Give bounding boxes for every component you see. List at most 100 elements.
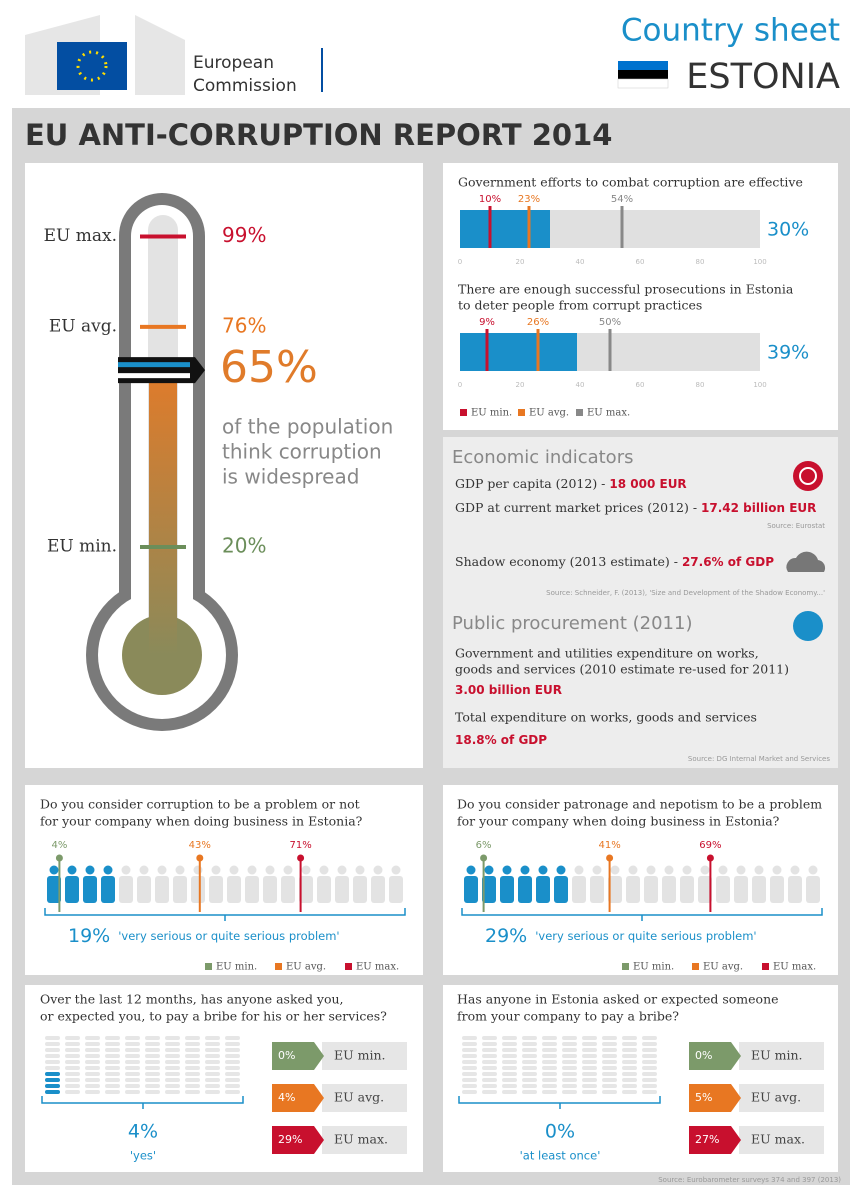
coin [542,1072,557,1076]
tick-label: 100 [753,258,766,266]
coin [622,1078,637,1082]
marker-name: EU avg. [49,316,117,336]
coin [125,1066,140,1070]
person-head [67,865,77,875]
coin [642,1042,657,1046]
people-marker-dot [297,854,305,862]
bracket [461,908,823,921]
coin [622,1060,637,1064]
coin [65,1090,80,1094]
legend-swatch [762,963,769,970]
legend-swatch [275,963,282,970]
question: Do you consider patronage and nepotism t… [457,797,822,812]
coin [185,1072,200,1076]
coin [165,1084,180,1088]
coin [145,1042,160,1046]
coin [105,1036,120,1040]
person-body [716,876,730,903]
coin [85,1084,100,1088]
person-head [628,865,638,875]
coin [105,1084,120,1088]
coin [522,1090,537,1094]
person-icon [752,865,766,903]
coin [582,1084,597,1088]
coin [602,1054,617,1058]
coin [462,1084,477,1088]
marker-label: 9% [479,317,495,328]
person-head [319,865,329,875]
person-body [65,876,79,903]
person-body [554,876,568,903]
person-body [572,876,586,903]
person-body [662,876,676,903]
person-icon [263,865,277,903]
coin [145,1084,160,1088]
coin [45,1084,60,1088]
person-head [283,865,293,875]
coin [582,1054,597,1058]
person-icon [65,865,79,903]
coin [522,1072,537,1076]
tag-value: 0% [695,1049,712,1062]
euro-icon [793,461,823,491]
coin [45,1060,60,1064]
coin [65,1066,80,1070]
marker-label: 50% [599,317,621,328]
person-body [83,876,97,903]
coin [185,1054,200,1058]
coin [502,1084,517,1088]
coin [45,1072,60,1076]
coin [522,1036,537,1040]
people-marker-dot [480,854,488,862]
coin [502,1078,517,1082]
person-body [371,876,385,903]
person-icon [572,865,586,903]
coin [85,1090,100,1094]
legend-swatch [345,963,352,970]
person-body [590,876,604,903]
source: Source: Eurostat [767,522,825,530]
person-head [700,865,710,875]
person-body [806,876,820,903]
person-head [520,865,530,875]
coin [85,1078,100,1082]
person-body [317,876,331,903]
indicator-label: Total expenditure on works, goods and se… [455,710,757,725]
coin [165,1036,180,1040]
coin [125,1036,140,1040]
coin [622,1048,637,1052]
coin [582,1036,597,1040]
person-head [193,865,203,875]
person-icon [119,865,133,903]
coin [542,1084,557,1088]
person-head [229,865,239,875]
person-head [538,865,548,875]
tick-label: 60 [636,258,645,266]
country-caption: 'very serious or quite serious problem' [118,929,339,943]
caption-line: is widespread [222,465,359,489]
person-body [173,876,187,903]
person-head [247,865,257,875]
coin [85,1066,100,1070]
person-head [502,865,512,875]
coin [45,1048,60,1052]
person-icon [464,865,478,903]
coin [125,1060,140,1064]
tag-name: EU max. [334,1132,388,1147]
person-head [139,865,149,875]
coin [65,1036,80,1040]
coin [45,1054,60,1058]
tag-box [739,1042,824,1070]
legend-swatch [460,409,467,416]
coin [642,1084,657,1088]
coin [145,1054,160,1058]
coin [185,1090,200,1094]
tick-label: 100 [753,381,766,389]
country-caption: 'at least once' [520,1149,601,1163]
org-line1: European [193,53,274,73]
coin [85,1042,100,1046]
coin [602,1048,617,1052]
tick-label: 20 [516,381,525,389]
